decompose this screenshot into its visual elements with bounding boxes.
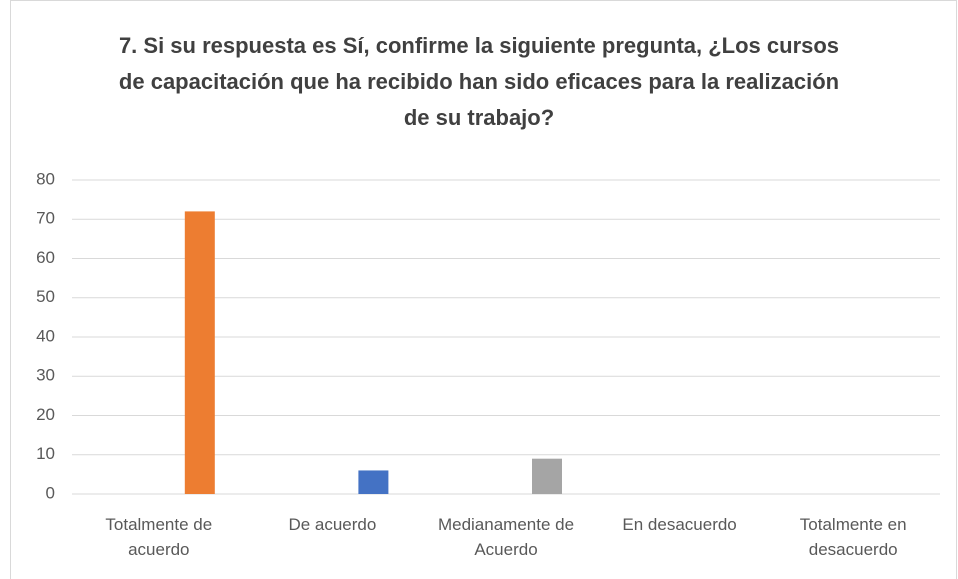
x-tick-label: De acuerdo [288, 515, 377, 534]
y-tick-label: 0 [46, 483, 55, 502]
bar [184, 211, 215, 494]
y-tick-label: 50 [36, 287, 55, 306]
x-tick-label: Totalmente de acuerdo [105, 515, 213, 559]
y-tick-label: 60 [36, 248, 55, 267]
chart-title: 7. Si su respuesta es Sí, confirme la si… [118, 33, 840, 130]
y-tick-label: 80 [36, 169, 55, 188]
y-tick-label: 70 [36, 209, 55, 228]
y-tick-label: 20 [36, 405, 55, 424]
bar [532, 458, 562, 494]
x-tick-label: Medianamente de Acuerdo [437, 515, 575, 559]
chart-border [10, 0, 957, 579]
y-tick-label: 40 [36, 326, 55, 345]
bar [358, 470, 389, 494]
x-tick-label: Totalmente en desacuerdo [799, 515, 907, 559]
x-tick-label: En desacuerdo [622, 515, 737, 534]
y-tick-label: 30 [36, 366, 55, 385]
y-tick-label: 10 [36, 444, 55, 463]
